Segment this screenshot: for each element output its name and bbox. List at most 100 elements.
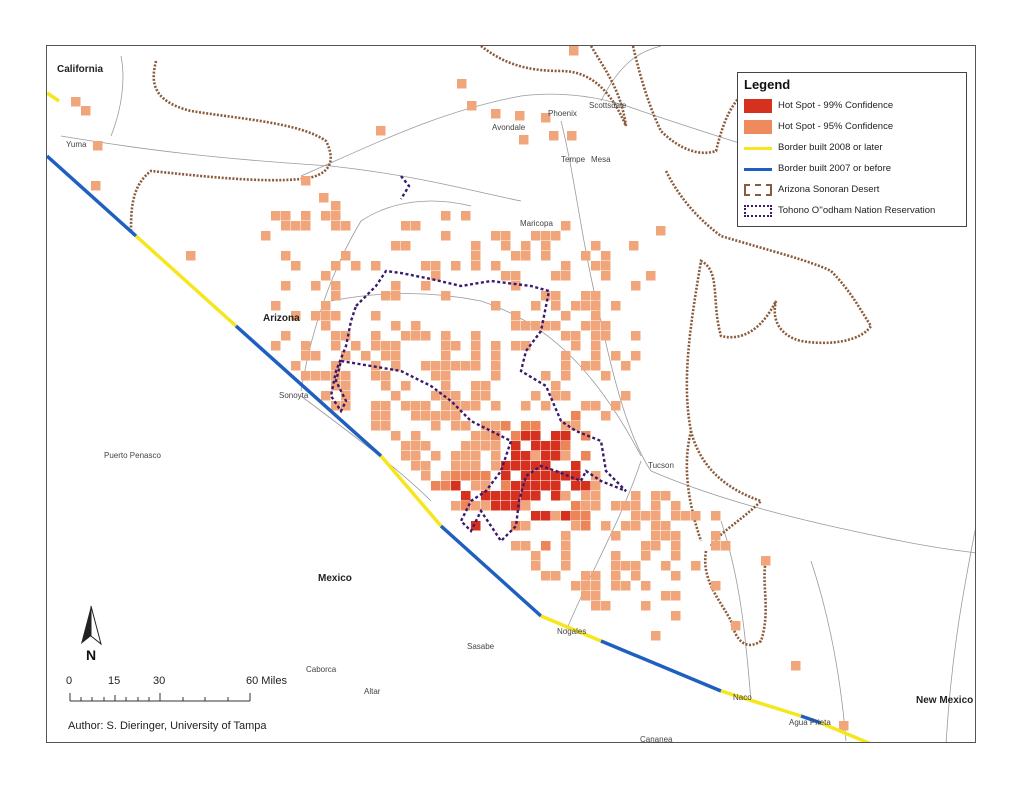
hotspot-cell	[301, 176, 311, 186]
road-i19	[565, 460, 642, 632]
hotspot-cell	[839, 721, 849, 731]
hotspot-cell	[341, 221, 351, 231]
scale-bar: 0 15 30 60 Miles	[66, 675, 298, 705]
north-arrow: N	[76, 604, 106, 663]
hotspot-cell	[501, 501, 511, 511]
hotspot-cell	[561, 431, 571, 441]
place-label-sasabe: Sasabe	[467, 642, 495, 651]
hotspot-cell	[331, 291, 341, 301]
hotspot-cell	[321, 271, 331, 281]
hotspot-cell	[515, 111, 525, 121]
hotspot-cell	[341, 371, 351, 381]
hotspot-cell	[411, 451, 421, 461]
hotspot-cell	[671, 591, 681, 601]
hotspot-cell	[601, 251, 611, 261]
hotspot-cell	[501, 421, 511, 431]
hotspot-cell	[521, 341, 531, 351]
map-canvas[interactable]	[47, 46, 976, 743]
hotspot-cell	[561, 351, 571, 361]
road-sr85	[300, 200, 472, 392]
hotspot-cell	[651, 531, 661, 541]
hotspot-cell	[631, 571, 641, 581]
hotspot-cell	[481, 441, 491, 451]
hotspot-cell	[481, 501, 491, 511]
road-i10-east	[650, 470, 975, 554]
hotspot-cell	[371, 411, 381, 421]
hotspot-cell	[671, 611, 681, 621]
hotspot-cell	[491, 361, 501, 371]
hotspot-cell	[551, 471, 561, 481]
hotspot-cell	[371, 331, 381, 341]
hotspot-cell	[571, 521, 581, 531]
hotspot-cell	[571, 461, 581, 471]
hotspot-cell	[301, 371, 311, 381]
hotspot-cell	[441, 231, 451, 241]
hotspot-cell	[511, 481, 521, 491]
hotspot-cell	[341, 331, 351, 341]
legend-swatch	[744, 183, 772, 196]
hotspot-cell	[471, 481, 481, 491]
hotspot-cell	[591, 341, 601, 351]
hotspot-cell	[511, 281, 521, 291]
border-ca	[47, 91, 60, 103]
hotspot-cell	[331, 201, 341, 211]
hotspot-cell	[651, 511, 661, 521]
hotspot-cell	[591, 481, 601, 491]
hotspot-cell	[341, 251, 351, 261]
hotspot-cell	[611, 551, 621, 561]
hotspot-cell	[451, 391, 461, 401]
hotspot-cell	[471, 381, 481, 391]
author-credit: Author: S. Dieringer, University of Tamp…	[68, 720, 267, 732]
hotspot-cell	[521, 241, 531, 251]
hotspot-cell	[471, 441, 481, 451]
hotspot-cell	[561, 331, 571, 341]
hotspot-cell	[561, 441, 571, 451]
hotspot-cell	[467, 101, 477, 111]
hotspot-cell	[441, 471, 451, 481]
hotspot-cell	[491, 351, 501, 361]
north-label: N	[86, 647, 96, 662]
hotspot-cell	[411, 401, 421, 411]
hotspot-cell	[491, 401, 501, 411]
hotspot-cell	[501, 231, 511, 241]
hotspot-cell	[471, 341, 481, 351]
hotspot-cell	[541, 571, 551, 581]
hotspot-cell	[271, 341, 281, 351]
hotspot-cell	[401, 451, 411, 461]
hotspot-cell	[381, 421, 391, 431]
hotspot-cell	[561, 391, 571, 401]
desert-outline-mid	[685, 430, 703, 542]
hotspot-cell	[421, 471, 431, 481]
hotspot-cell	[331, 331, 341, 341]
hotspot-cell	[531, 461, 541, 471]
hotspot-cell	[611, 531, 621, 541]
hotspot-cell	[281, 251, 291, 261]
hotspot-cell	[481, 431, 491, 441]
hotspot-cell	[421, 401, 431, 411]
hotspot-cell	[541, 291, 551, 301]
hotspot-cell	[541, 441, 551, 451]
legend-swatch	[744, 141, 772, 155]
hotspot-cell	[541, 451, 551, 461]
hotspot-cell	[311, 351, 321, 361]
hotspot-cell	[511, 341, 521, 351]
hotspot-cell	[601, 331, 611, 341]
hotspot-cell	[521, 451, 531, 461]
hotspot-cell	[471, 471, 481, 481]
hotspot-cell	[671, 511, 681, 521]
hotspot-cell	[81, 106, 91, 116]
hotspot-cell	[711, 541, 721, 551]
hotspot-cell	[691, 511, 701, 521]
legend-item: Border built 2008 or later	[744, 137, 960, 158]
hotspot-cell	[481, 481, 491, 491]
hotspot-cell	[571, 481, 581, 491]
hotspot-cell	[541, 321, 551, 331]
hotspot-cell	[551, 321, 561, 331]
hotspot-cell	[511, 311, 521, 321]
hotspot-cell	[391, 241, 401, 251]
hotspot-cell	[371, 341, 381, 351]
hotspot-cell	[591, 351, 601, 361]
hotspot-cell	[531, 231, 541, 241]
hotspot-cell	[541, 113, 551, 123]
hotspot-cell	[481, 491, 491, 501]
